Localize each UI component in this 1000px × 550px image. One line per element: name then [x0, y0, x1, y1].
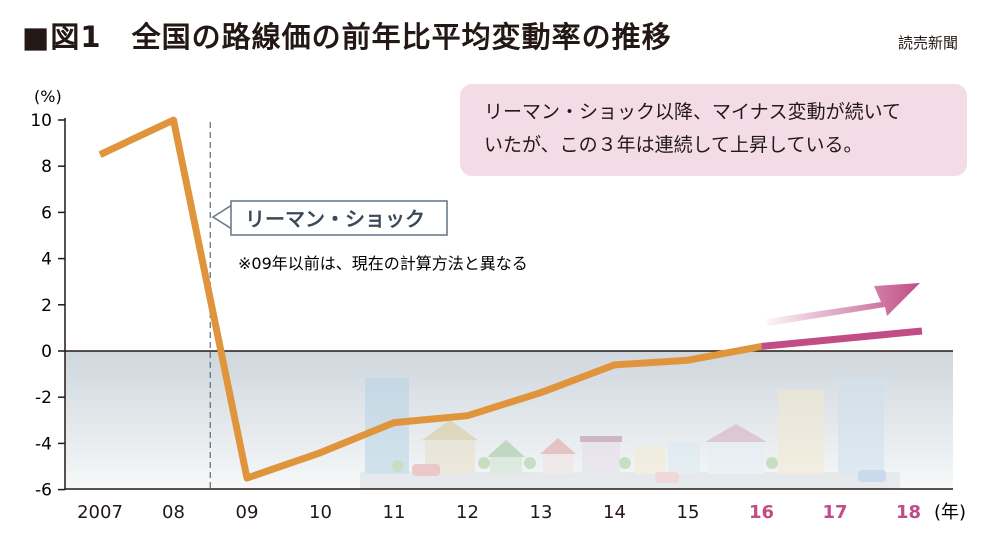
y-tick-label: 2	[41, 296, 52, 316]
trend-arrow	[766, 283, 920, 326]
x-tick-label: 12	[456, 502, 479, 523]
x-tick-label: 17	[822, 502, 847, 523]
x-tick-label: 15	[677, 502, 700, 523]
callout-line-1: リーマン・ショック以降、マイナス変動が続いて	[484, 101, 902, 123]
y-tick-label: 10	[30, 111, 52, 131]
event-label-pointer	[211, 203, 233, 231]
y-tick-label: 8	[41, 157, 52, 177]
x-tick-label: 10	[309, 502, 332, 523]
callout-box: リーマン・ショック以降、マイナス変動が続いて いたが、この３年は連続して上昇して…	[460, 84, 967, 176]
y-tick-label: 4	[41, 250, 52, 270]
chart-title: ■図1 全国の路線価の前年比平均変動率の推移	[22, 20, 672, 54]
source-credit: 読売新聞	[897, 34, 958, 52]
x-unit-label: (年)	[934, 502, 966, 523]
event-label-box	[230, 200, 448, 236]
trend-line	[761, 327, 923, 350]
x-tick-label: 08	[162, 502, 185, 523]
x-tick-label: 09	[236, 502, 259, 523]
town-illustration	[360, 378, 900, 489]
x-tick-label: 13	[530, 502, 553, 523]
y-tick-label: -2	[35, 388, 52, 408]
event-label: リーマン・ショック	[245, 207, 425, 231]
data-line	[98, 116, 763, 482]
methodology-note: ※09年以前は、現在の計算方法と異なる	[238, 254, 528, 273]
x-tick-label: 16	[749, 502, 774, 523]
y-tick-label: 6	[41, 203, 52, 223]
x-tick-label: 11	[383, 502, 406, 523]
callout-line-2: いたが、この３年は連続して上昇している。	[484, 134, 863, 156]
y-unit-label: (%)	[34, 87, 62, 106]
y-tick-label: -6	[35, 481, 52, 501]
y-tick-label: -4	[35, 434, 52, 454]
x-tick-label: 2007	[77, 502, 123, 523]
x-tick-label: 14	[603, 502, 626, 523]
x-tick-label: 18	[896, 502, 921, 523]
y-tick-label: 0	[41, 342, 52, 362]
